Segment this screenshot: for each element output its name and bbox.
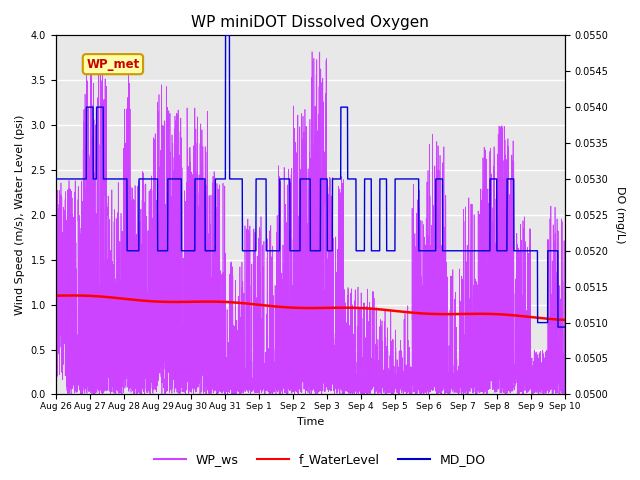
Text: WP_met: WP_met xyxy=(86,58,140,71)
Y-axis label: DO (mg/L): DO (mg/L) xyxy=(615,186,625,244)
Y-axis label: Wind Speed (m/s), Water Level (psi): Wind Speed (m/s), Water Level (psi) xyxy=(15,115,25,315)
Title: WP miniDOT Dissolved Oxygen: WP miniDOT Dissolved Oxygen xyxy=(191,15,429,30)
X-axis label: Time: Time xyxy=(296,417,324,427)
Legend: WP_ws, f_WaterLevel, MD_DO: WP_ws, f_WaterLevel, MD_DO xyxy=(149,448,491,471)
